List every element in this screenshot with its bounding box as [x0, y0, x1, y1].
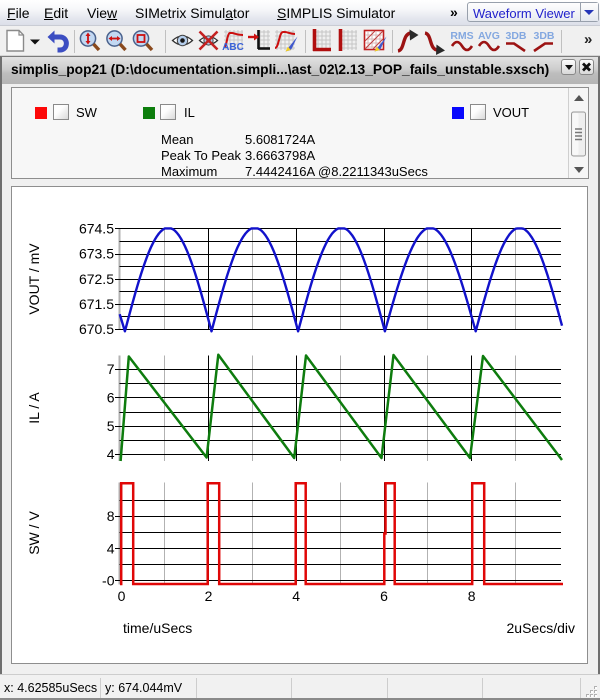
svg-text:4: 4 [107, 540, 115, 556]
svg-text:4: 4 [292, 588, 300, 604]
svg-text:VOUT / mV: VOUT / mV [26, 243, 42, 315]
svg-text:2uSecs/div: 2uSecs/div [507, 620, 575, 636]
svg-text:3DB: 3DB [533, 30, 554, 42]
svg-text:674.5: 674.5 [79, 221, 114, 237]
svg-text:671.5: 671.5 [79, 296, 114, 312]
svg-text:4: 4 [107, 446, 115, 462]
svg-text:6: 6 [107, 389, 115, 405]
svg-text:ABC: ABC [222, 42, 244, 53]
svg-text:6: 6 [380, 588, 388, 604]
svg-text:IL / A: IL / A [26, 392, 42, 424]
svg-text:0: 0 [118, 588, 126, 604]
svg-text:SW / V: SW / V [26, 511, 42, 555]
svg-text:5: 5 [107, 418, 115, 434]
svg-text:673.5: 673.5 [79, 246, 114, 262]
svg-text:RMS: RMS [450, 30, 473, 42]
svg-text:»: » [584, 31, 592, 48]
svg-text:2: 2 [205, 588, 213, 604]
svg-text:time/uSecs: time/uSecs [123, 620, 192, 636]
svg-text:672.5: 672.5 [79, 271, 114, 287]
svg-text:3DB: 3DB [505, 30, 526, 42]
svg-text:-0: -0 [102, 573, 115, 589]
svg-text:AVG: AVG [478, 30, 500, 42]
svg-text:8: 8 [107, 508, 115, 524]
svg-text:670.5: 670.5 [79, 321, 114, 337]
svg-text:7: 7 [107, 361, 115, 377]
svg-text:8: 8 [468, 588, 476, 604]
